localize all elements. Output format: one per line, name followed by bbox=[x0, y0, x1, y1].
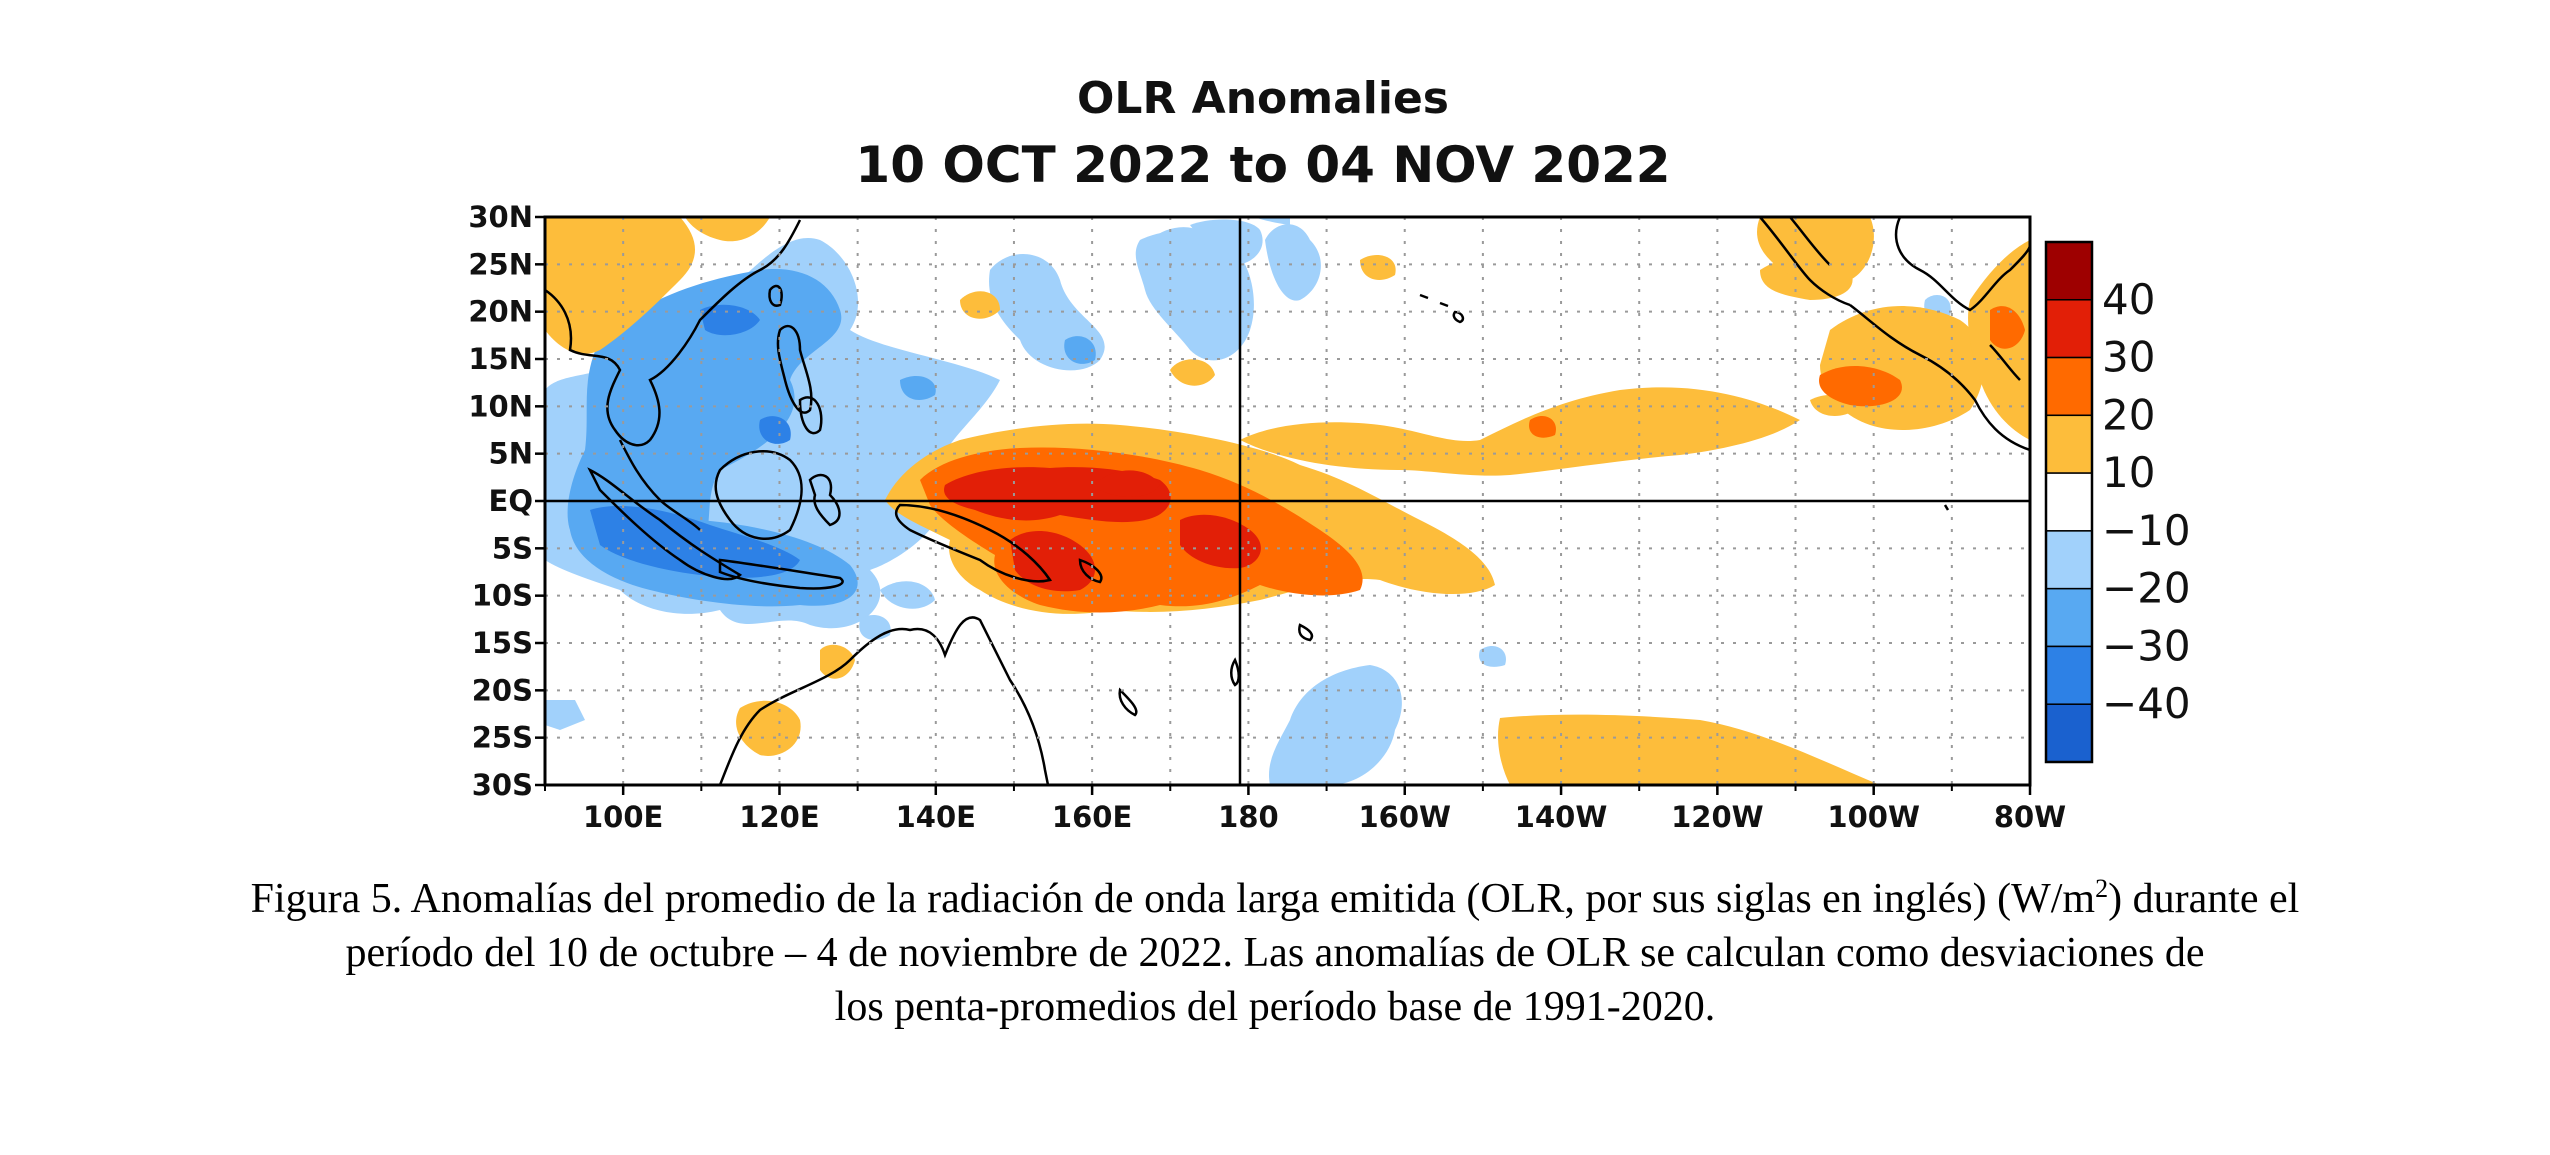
colorbar-label: −10 bbox=[2102, 506, 2191, 555]
colorbar-swatch bbox=[2045, 645, 2093, 705]
map-plot-area bbox=[545, 217, 2030, 785]
lon-tick-label: 80W bbox=[1994, 800, 2066, 834]
negative-anomaly-regions-strong bbox=[590, 304, 800, 578]
lon-tick-label: 140W bbox=[1515, 800, 1608, 834]
lat-tick-label: 5N bbox=[489, 437, 533, 471]
colorbar-label: −40 bbox=[2102, 679, 2191, 728]
caption-superscript: 2 bbox=[2095, 874, 2109, 903]
lon-tick-label: 160W bbox=[1358, 800, 1451, 834]
lat-tick-label: 25S bbox=[472, 721, 533, 755]
lat-tick-label: 30S bbox=[472, 768, 533, 802]
colorbar-swatch bbox=[2045, 299, 2093, 359]
colorbar-swatch bbox=[2045, 356, 2093, 417]
lat-tick-label: 10S bbox=[472, 579, 533, 613]
colorbar-swatch bbox=[2045, 587, 2093, 648]
colorbar-frame bbox=[2044, 240, 2094, 764]
lat-tick-label: 5S bbox=[492, 531, 533, 565]
longitude-axis: 100E 120E 140E 160E 180 160W 140W 120W 100W 80W bbox=[544, 785, 2066, 834]
lat-tick-label: 25N bbox=[468, 247, 533, 281]
colorbar-label: 30 bbox=[2102, 333, 2155, 382]
lon-tick-label: 100W bbox=[1827, 800, 1920, 834]
lon-tick-label: 180 bbox=[1218, 800, 1279, 834]
caption-line-1: Figura 5. Anomalías del promedio de la r… bbox=[150, 862, 2400, 926]
colorbar-label: 20 bbox=[2102, 390, 2155, 439]
colorbar-label: 10 bbox=[2102, 448, 2155, 497]
lat-tick-label: 15N bbox=[468, 342, 533, 376]
lat-tick-label: 10N bbox=[468, 389, 533, 423]
caption-line-3: los penta-promedios del período base de … bbox=[834, 984, 1716, 1030]
lat-tick-label: 30N bbox=[468, 200, 533, 234]
colorbar-swatch bbox=[2045, 530, 2093, 590]
caption-line-1-end: ) durante el bbox=[2108, 876, 2300, 922]
lat-tick-label: 20N bbox=[468, 295, 533, 329]
lon-tick-label: 140E bbox=[896, 800, 976, 834]
colorbar-swatch bbox=[2045, 703, 2093, 763]
lon-tick-label: 100E bbox=[583, 800, 663, 834]
lat-tick-label: 15S bbox=[472, 626, 533, 660]
colorbar-label: −30 bbox=[2102, 621, 2191, 670]
colorbar-label: −20 bbox=[2102, 564, 2191, 613]
caption-line-2: período del 10 de octubre – 4 de noviemb… bbox=[345, 930, 2205, 976]
lat-tick-label: EQ bbox=[489, 484, 533, 518]
lat-tick-label: 20S bbox=[472, 673, 533, 707]
lon-tick-label: 160E bbox=[1052, 800, 1132, 834]
colorbar-swatch bbox=[2045, 241, 2093, 301]
map-grid bbox=[545, 217, 2030, 785]
colorbar-swatch bbox=[2045, 472, 2093, 532]
caption-line-1-text: Figura 5. Anomalías del promedio de la r… bbox=[250, 876, 2096, 922]
colorbar-swatch bbox=[2045, 414, 2093, 474]
chart-subtitle: 10 OCT 2022 to 04 NOV 2022 bbox=[855, 136, 1670, 194]
lon-tick-label: 120E bbox=[739, 800, 819, 834]
latitude-axis: 30N 25N 20N 15N 10N 5N EQ 5S 10S 15S 20S 25S 30S bbox=[468, 200, 545, 802]
lon-tick-label: 120W bbox=[1671, 800, 1764, 834]
figure-caption: Figura 5. Anomalías del promedio de la r… bbox=[150, 862, 2400, 1034]
chart-title: OLR Anomalies bbox=[1077, 73, 1449, 124]
colorbar-legend: 40 30 20 10 −10 −20 −30 −40 bbox=[2044, 240, 2191, 764]
colorbar-label: 40 bbox=[2102, 275, 2155, 324]
coastlines bbox=[545, 217, 2030, 785]
